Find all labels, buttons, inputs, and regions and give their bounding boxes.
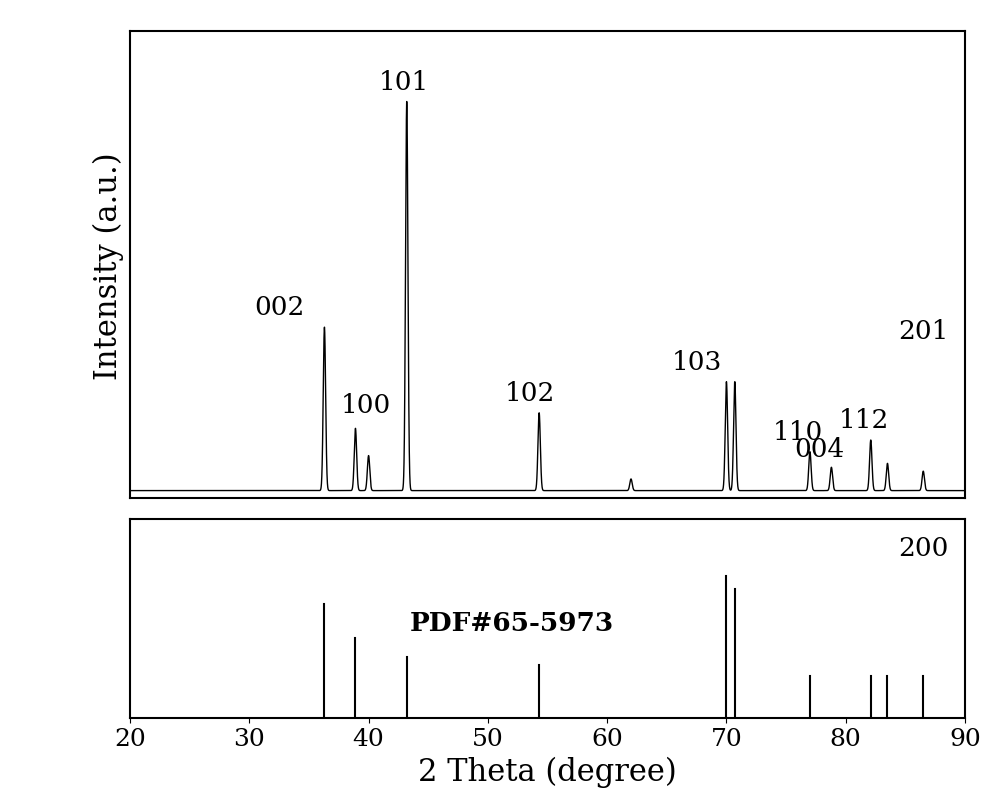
Y-axis label: Intensity (a.u.): Intensity (a.u.) bbox=[93, 152, 124, 380]
Text: 201: 201 bbox=[898, 319, 948, 343]
Text: 200: 200 bbox=[898, 535, 948, 560]
Text: 103: 103 bbox=[671, 350, 722, 375]
Text: PDF#65-5973: PDF#65-5973 bbox=[410, 611, 614, 636]
Text: 112: 112 bbox=[838, 408, 889, 433]
X-axis label: 2 Theta (degree): 2 Theta (degree) bbox=[418, 756, 677, 787]
Text: 002: 002 bbox=[254, 295, 304, 320]
Text: 101: 101 bbox=[379, 70, 429, 95]
Text: 100: 100 bbox=[341, 393, 391, 417]
Text: 110: 110 bbox=[773, 419, 823, 444]
Text: 004: 004 bbox=[794, 437, 845, 461]
Text: 102: 102 bbox=[504, 380, 555, 406]
